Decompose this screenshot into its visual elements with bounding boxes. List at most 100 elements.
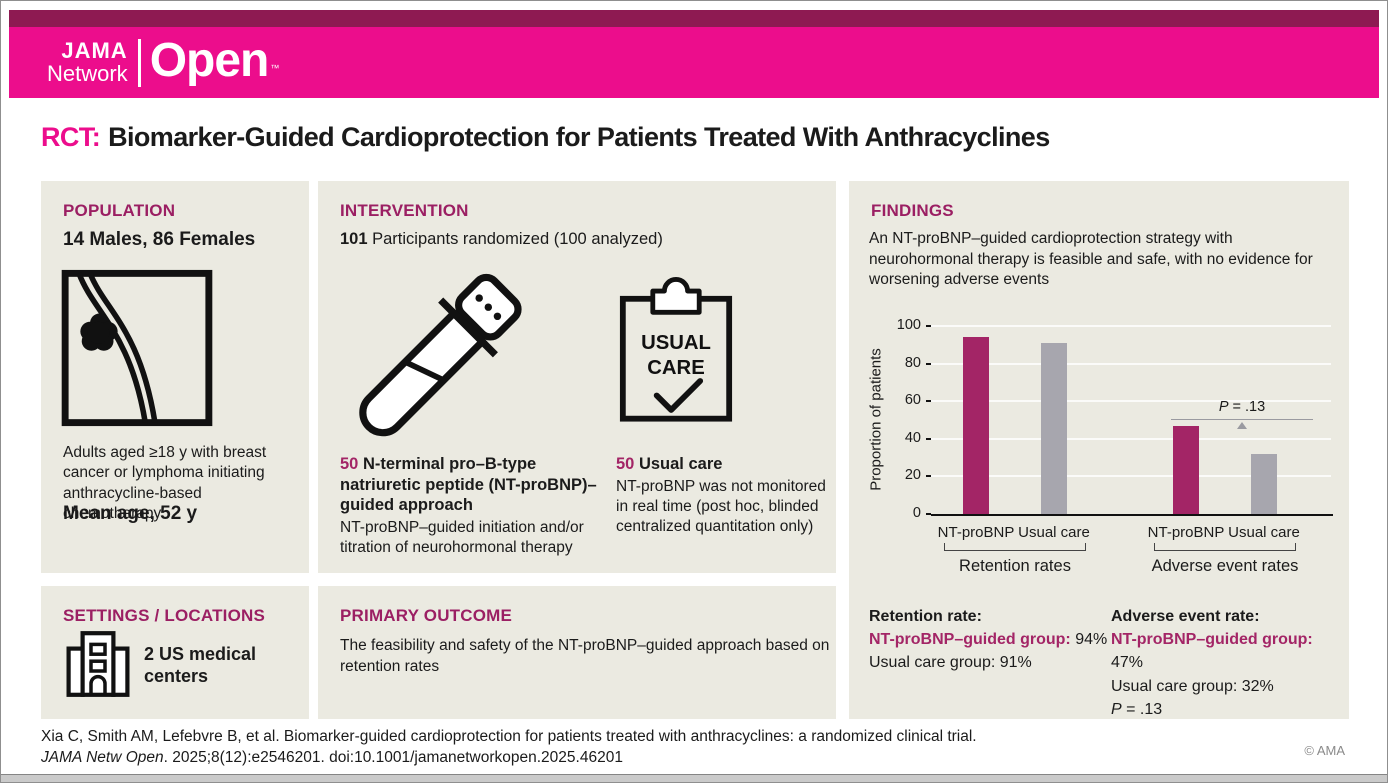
- y-tick-label-80: 80: [904, 354, 921, 371]
- bar-adverse-event-rates-usual-care: [1251, 453, 1277, 514]
- arm-ntprobnp: 50 N-terminal pro–B-type natriuretic pep…: [340, 454, 598, 558]
- population-panel: POPULATION 14 Males, 86 Females Adults a…: [41, 181, 309, 573]
- gridline-40: [931, 437, 1331, 440]
- population-heading: POPULATION: [63, 201, 176, 220]
- randomized-count: 101 Participants randomized (100 analyze…: [340, 230, 663, 249]
- chart-x-axis: [931, 514, 1333, 516]
- logo-wordmark: JAMA Network: [47, 38, 128, 86]
- y-tick-0: [926, 513, 931, 515]
- randomized-count-text: Participants randomized (100 analyzed): [367, 230, 663, 248]
- settings-text: 2 US medical centers: [144, 644, 257, 686]
- bar-retention-rates-usual-care: [1041, 342, 1067, 514]
- logo-trademark: ™: [270, 62, 280, 73]
- arm-ntprobnp-description: NT-proBNP–guided initiation and/or titra…: [340, 518, 584, 557]
- p-value-pointer: [1237, 422, 1247, 429]
- population-description: Adults aged ≥18 y with breast cancer or …: [63, 444, 267, 523]
- logo-open-text: Open: [149, 33, 270, 87]
- retention-rate-heading: Retention rate:: [869, 608, 982, 625]
- study-type-label: RCT:: [41, 122, 101, 152]
- logo-jama-text: JAMA: [61, 38, 128, 64]
- adverse-ntprobnp-stat: NT-proBNP–guided group: 47%: [1111, 628, 1349, 674]
- primary-outcome-text: The feasibility and safety of the NT-pro…: [340, 637, 830, 675]
- p-value-line: [1171, 418, 1313, 420]
- population-mean-age: Mean age, 52 y: [63, 503, 198, 524]
- p-value-symbol: P: [1218, 399, 1229, 415]
- adverse-ntprobnp-label: NT-proBNP–guided group:: [1111, 631, 1313, 649]
- p-value-number: = .13: [1228, 399, 1266, 415]
- retention-ntprobnp-stat: NT-proBNP–guided group: 94%: [869, 628, 1107, 651]
- x-label-adverse-usual-care: Usual care: [1228, 524, 1300, 541]
- bar-adverse-event-rates-nt-probnp: [1173, 425, 1199, 514]
- retention-group-bracket: [944, 543, 1086, 551]
- header-accent-strip: [9, 10, 1379, 27]
- hospital-icon: [63, 628, 133, 705]
- retention-group-label: Retention rates: [959, 557, 1071, 575]
- retention-rate-stats: Retention rate: NT-proBNP–guided group: …: [869, 605, 1107, 675]
- p-value-text: P = .13: [1219, 399, 1265, 415]
- arm-ntprobnp-n: 50: [340, 455, 359, 473]
- settings-panel: SETTINGS / LOCATIONS 2 US medical center…: [41, 586, 309, 719]
- y-tick-label-40: 40: [904, 429, 921, 446]
- arm-ntprobnp-title: 50 N-terminal pro–B-type natriuretic pep…: [340, 454, 598, 516]
- chart-plot: P = .13: [931, 325, 1331, 514]
- clipboard-icon: USUAL CARE: [618, 276, 734, 431]
- adverse-p-symbol: P: [1111, 700, 1122, 718]
- y-tick-100: [926, 325, 931, 327]
- y-tick-label-100: 100: [896, 317, 921, 333]
- retention-ntprobnp-label: NT-proBNP–guided group:: [869, 631, 1071, 649]
- adverse-rate-stats: Adverse event rate: NT-proBNP–guided gro…: [1111, 605, 1349, 721]
- retention-ntprobnp-value: 94%: [1070, 631, 1108, 649]
- arm-usual-care: 50 Usual care NT-proBNP was not monitore…: [616, 454, 828, 537]
- findings-panel: FINDINGS An NT-proBNP–guided cardioprote…: [849, 181, 1349, 719]
- chart-y-axis-label: Proportion of patients: [867, 348, 885, 491]
- bottom-border-strip: [1, 774, 1387, 782]
- y-tick-20: [926, 475, 931, 478]
- gridline-20: [931, 475, 1331, 478]
- y-tick-label-0: 0: [912, 505, 921, 521]
- page-title: RCT: Biomarker-Guided Cardioprotection fo…: [41, 122, 1050, 153]
- x-label-retention-usual-care: Usual care: [1018, 524, 1090, 541]
- retention-usual-care-stat: Usual care group: 91%: [869, 654, 1032, 672]
- test-tube-icon: [320, 253, 535, 488]
- primary-outcome-panel: PRIMARY OUTCOME The feasibility and safe…: [318, 586, 836, 719]
- x-label-retention-ntprobnp: NT-proBNP: [937, 524, 1015, 541]
- adverse-p-number: = .13: [1121, 700, 1163, 718]
- findings-heading: FINDINGS: [871, 201, 954, 220]
- x-label-adverse-ntprobnp: NT-proBNP: [1147, 524, 1225, 541]
- adverse-rate-heading: Adverse event rate:: [1111, 608, 1260, 625]
- y-tick-label-60: 60: [904, 392, 921, 409]
- gridline-80: [931, 362, 1331, 365]
- citation-line2: JAMA Netw Open. 2025;8(12):e2546201. doi…: [41, 748, 977, 769]
- ama-copyright: © AMA: [1304, 743, 1345, 758]
- logo-divider: [137, 38, 141, 87]
- adverse-group-bracket: [1154, 543, 1296, 551]
- population-sex-counts: 14 Males, 86 Females: [63, 229, 256, 250]
- arm-usual-care-title-text: Usual care: [634, 455, 723, 473]
- findings-chart: Proportion of patients P = .13 NT-proBNP…: [849, 181, 1349, 601]
- title-text: Biomarker-Guided Cardioprotection for Pa…: [108, 122, 1050, 152]
- breast-tumor-icon: [61, 269, 213, 432]
- citation: Xia C, Smith AM, Lefebvre B, et al. Biom…: [41, 727, 977, 769]
- arm-usual-care-title: 50 Usual care: [616, 454, 828, 475]
- clipboard-text-usual: USUAL: [641, 332, 711, 354]
- bar-retention-rates-nt-probnp: [963, 337, 989, 514]
- intervention-heading: INTERVENTION: [340, 201, 469, 220]
- arm-usual-care-description: NT-proBNP was not monitored in real time…: [616, 477, 826, 535]
- citation-line1: Xia C, Smith AM, Lefebvre B, et al. Biom…: [41, 728, 977, 745]
- arm-usual-care-n: 50: [616, 455, 635, 473]
- clipboard-text-care: CARE: [647, 357, 704, 379]
- logo-network-text: Network: [47, 60, 128, 86]
- citation-doi: . 2025;8(12):e2546201. doi:10.1001/jaman…: [163, 748, 623, 766]
- randomized-count-number: 101: [340, 230, 368, 248]
- findings-summary: An NT-proBNP–guided cardioprotection str…: [869, 230, 1313, 289]
- adverse-ntprobnp-value: 47%: [1111, 654, 1144, 672]
- gridline-60: [931, 400, 1331, 403]
- y-tick-label-20: 20: [904, 467, 921, 484]
- primary-outcome-heading: PRIMARY OUTCOME: [340, 606, 513, 625]
- jama-banner: JAMA Network Open ™: [9, 27, 1379, 98]
- y-tick-60: [926, 400, 931, 403]
- arm-ntprobnp-title-text: N-terminal pro–B-type natriuretic peptid…: [340, 455, 597, 515]
- adverse-group-label: Adverse event rates: [1151, 557, 1299, 575]
- y-tick-80: [926, 362, 931, 365]
